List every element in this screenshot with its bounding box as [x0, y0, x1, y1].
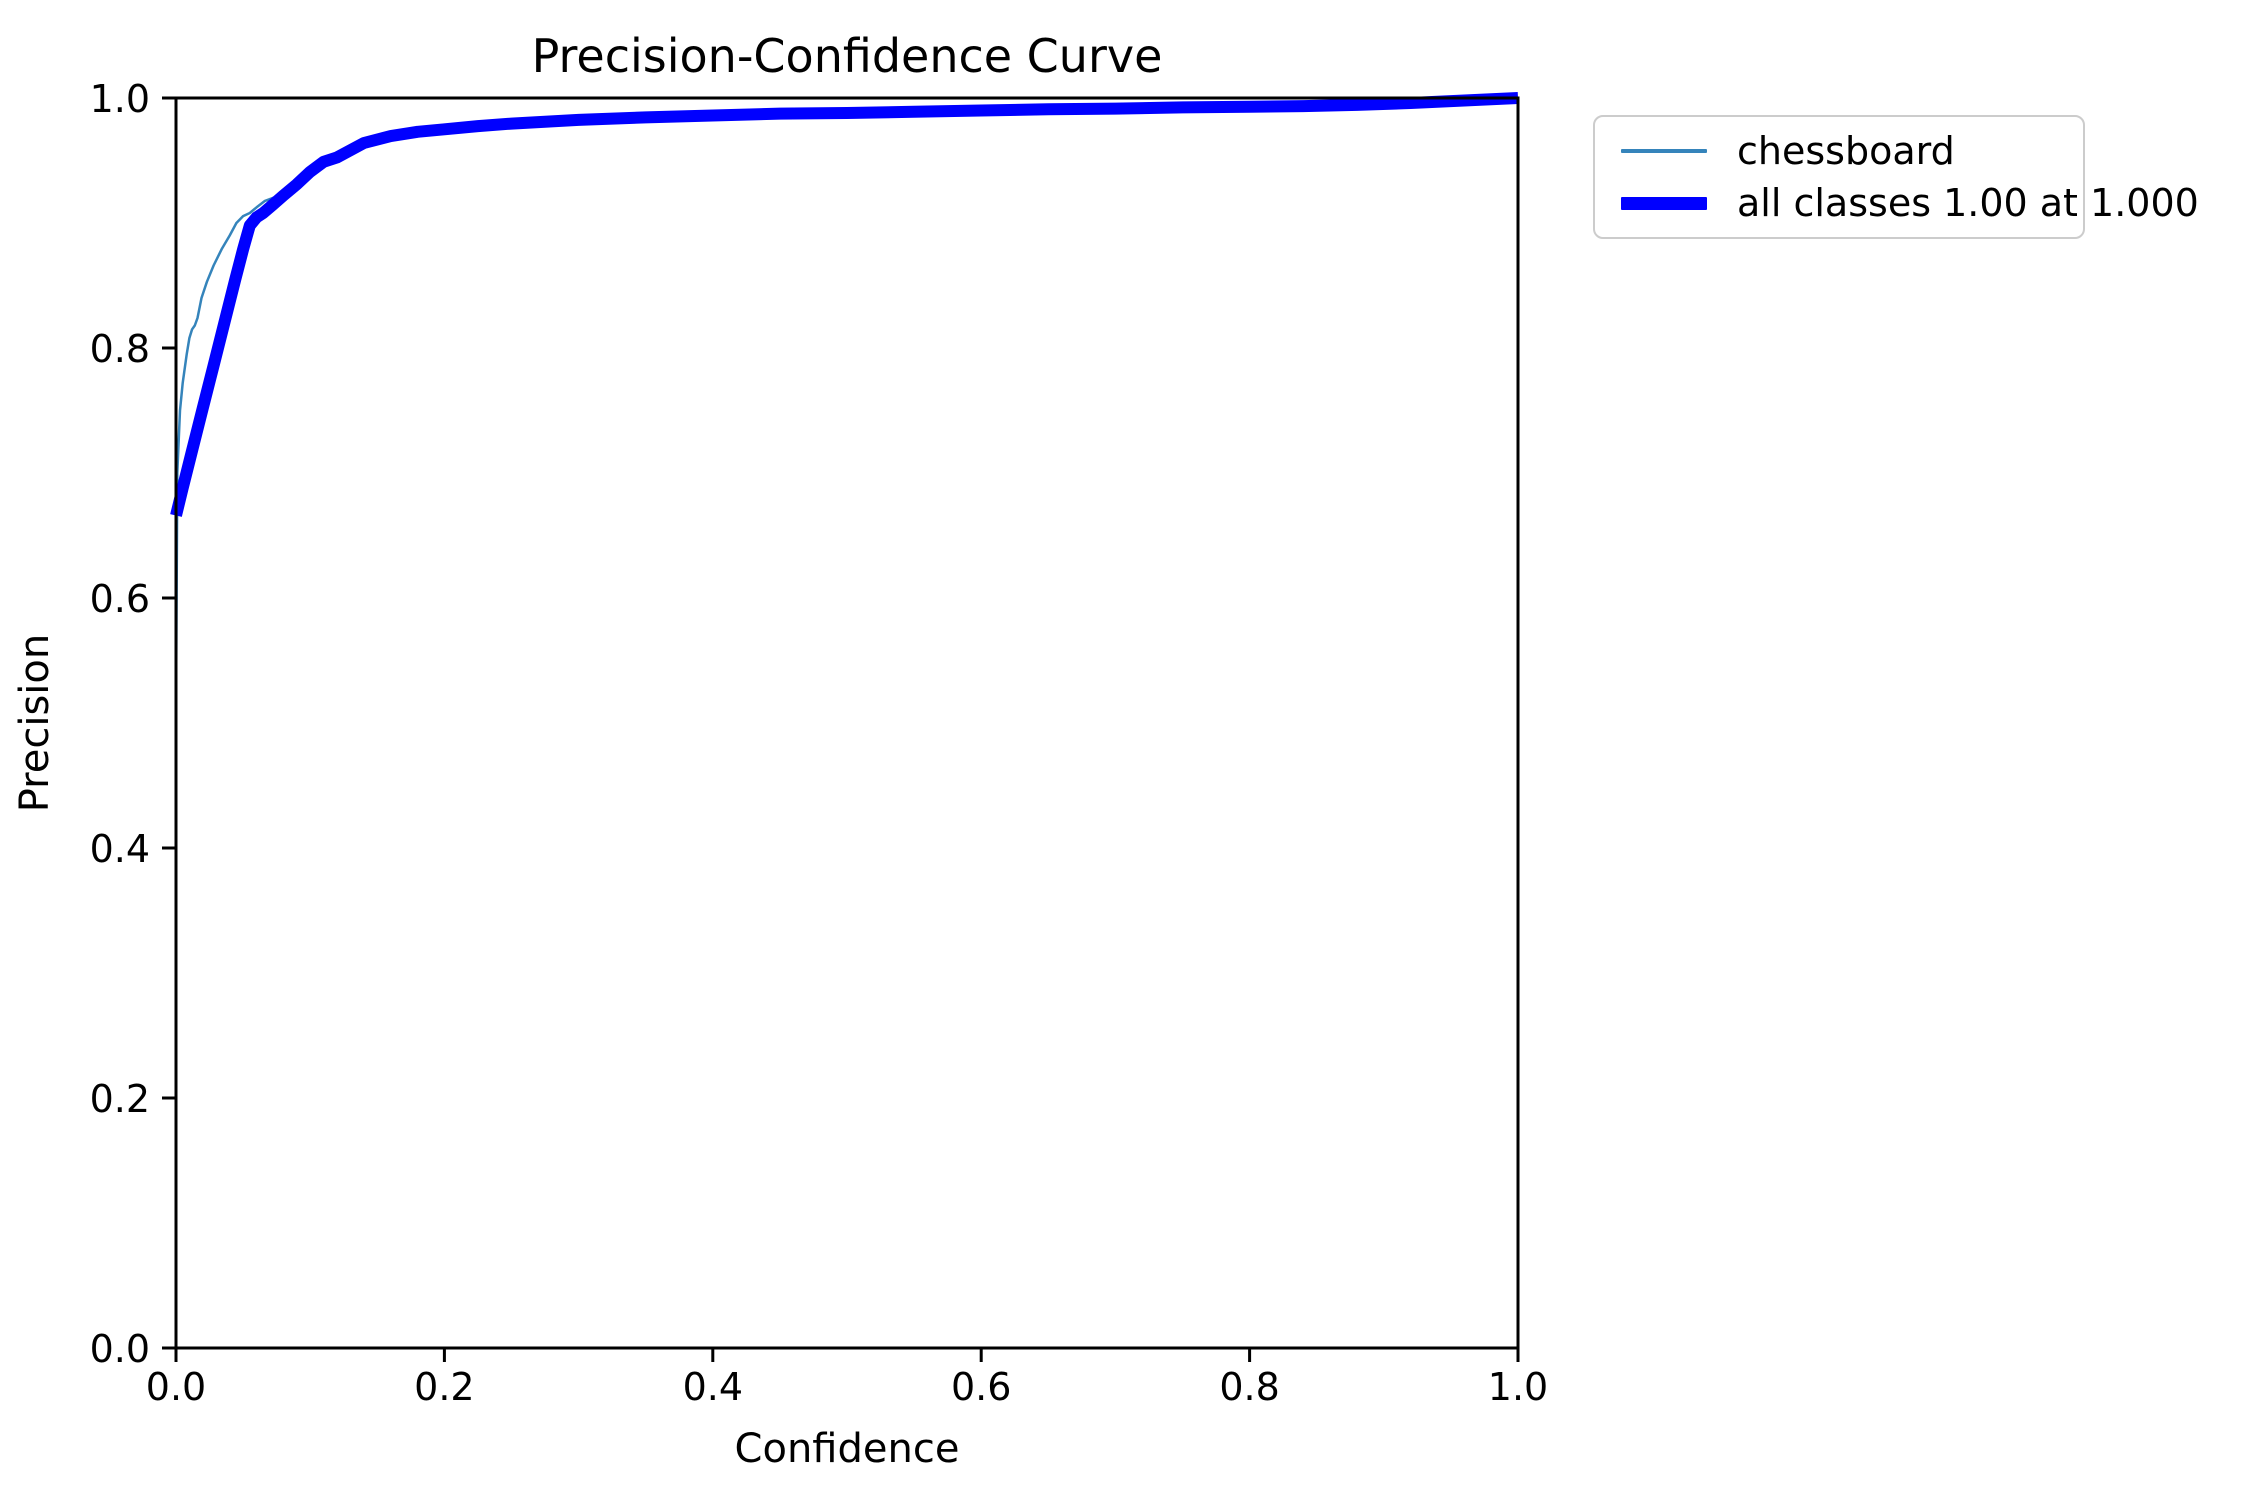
chart-title: Precision-Confidence Curve [532, 29, 1163, 83]
legend-entry-all-classes: all classes 1.00 at 1.000 [1621, 184, 2199, 222]
x-axis-label: Confidence [735, 1426, 960, 1472]
legend-label: chessboard [1737, 129, 1955, 173]
axes-spines [174, 96, 1520, 1350]
legend-line-sample-thick [1621, 196, 1707, 210]
y-tick-label: 0.4 [90, 827, 150, 871]
legend-line-sample-thin [1621, 149, 1707, 153]
x-tick-label: 1.0 [1488, 1365, 1548, 1409]
y-tick-label: 0.8 [90, 327, 150, 371]
x-tick-label: 0.0 [146, 1365, 206, 1409]
y-tick-label: 0.0 [90, 1327, 150, 1371]
legend-label: all classes 1.00 at 1.000 [1737, 181, 2199, 225]
x-tick-label: 0.8 [1219, 1365, 1279, 1409]
legend: chessboard all classes 1.00 at 1.000 [1593, 115, 2199, 239]
curve-chessboard [174, 96, 1519, 707]
y-tick-label: 0.2 [90, 1077, 150, 1121]
curve-all-classes-1-00-at-1-000 [170, 92, 1519, 517]
x-tick-label: 0.4 [683, 1365, 743, 1409]
x-tick-label: 0.6 [951, 1365, 1011, 1409]
y-tick-label: 1.0 [90, 77, 150, 121]
x-tick-label: 0.2 [414, 1365, 474, 1409]
legend-entry-chessboard: chessboard [1621, 132, 2057, 170]
y-tick-label: 0.6 [90, 577, 150, 621]
y-axis-label: Precision [12, 634, 58, 812]
